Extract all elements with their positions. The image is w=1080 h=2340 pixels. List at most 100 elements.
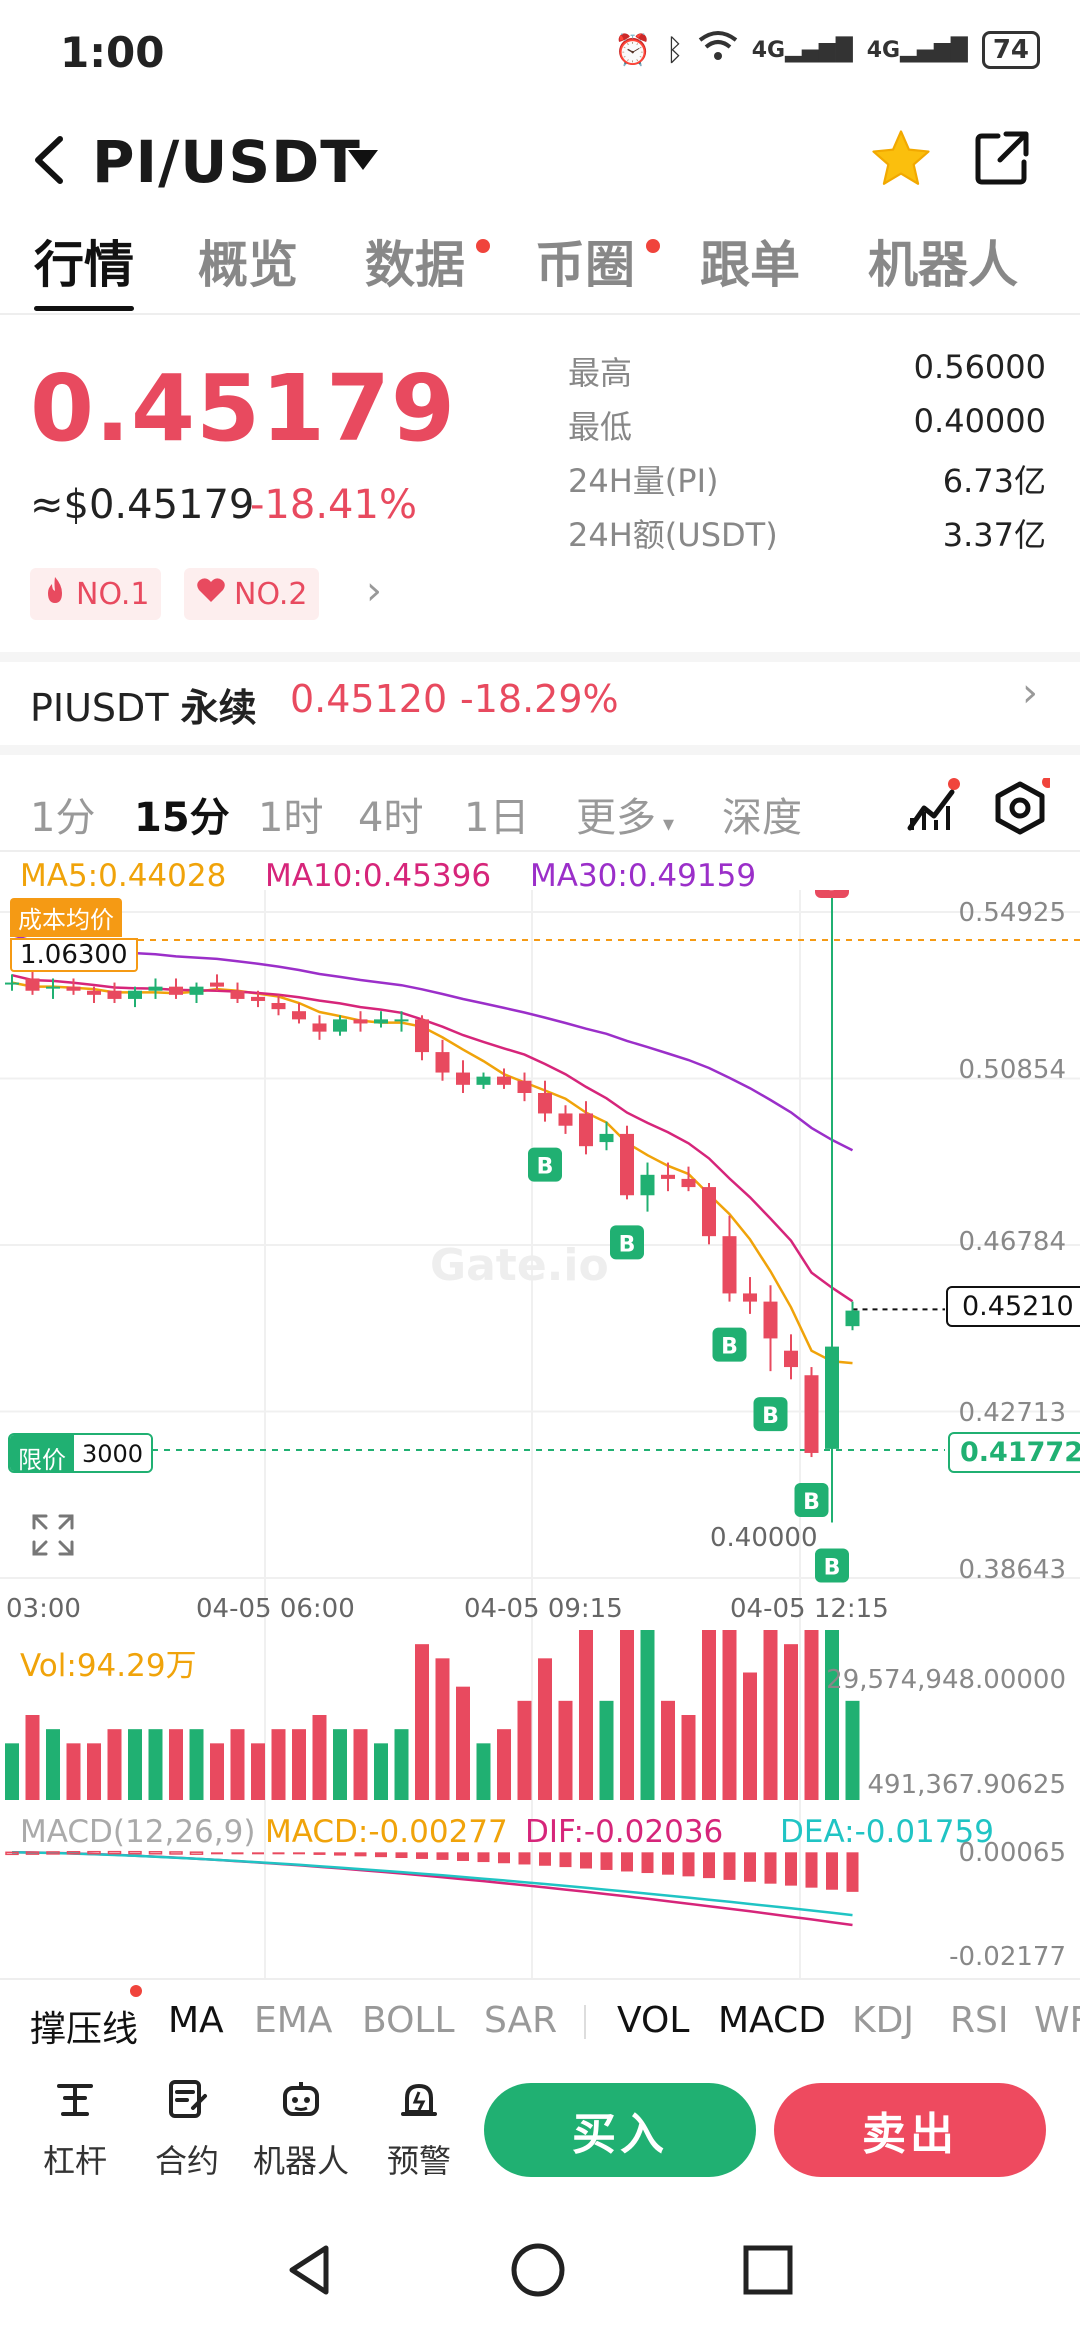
tab-market[interactable]: 行情 <box>34 236 134 294</box>
indicator-settings-icon[interactable] <box>904 778 960 838</box>
tool-contract[interactable]: 合约 <box>132 2078 242 2182</box>
indicator-macd[interactable]: MACD <box>718 2000 826 2041</box>
x-tick-label: 04-05 12:15 <box>730 1594 889 1624</box>
back-icon[interactable] <box>30 135 70 185</box>
ma-lines <box>11 933 854 1365</box>
indicator-sar[interactable]: SAR <box>484 2000 558 2041</box>
share-icon[interactable] <box>972 128 1032 192</box>
timeframe-15m[interactable]: 15分 <box>134 795 230 841</box>
timeframe-more[interactable]: 更多 ▾ <box>576 795 675 841</box>
nav-recents-icon[interactable] <box>738 2240 798 2304</box>
volume-bar <box>251 1743 265 1800</box>
kline-chart[interactable]: B B B B B B S <box>0 890 1080 1980</box>
trade-marker-label: B <box>824 1555 841 1580</box>
macd-histogram-bar <box>46 1851 60 1855</box>
robot-icon <box>246 2078 356 2130</box>
indicator-boll[interactable]: BOLL <box>362 2000 455 2041</box>
x-tick-label: 03:00 <box>6 1594 81 1624</box>
macd-histogram-bar <box>805 1852 818 1888</box>
candle-body <box>5 982 19 985</box>
cost-average-title: 成本均价 <box>10 898 122 937</box>
depth-tab[interactable]: 深度 <box>722 795 802 841</box>
indicator-ema[interactable]: EMA <box>254 2000 333 2041</box>
indicator-ma[interactable]: MA <box>168 2000 224 2041</box>
tool-robot[interactable]: 机器人 <box>246 2078 356 2182</box>
macd-histogram-bar <box>5 1851 19 1856</box>
divider <box>0 313 1080 315</box>
candle-body <box>415 1019 429 1053</box>
candle-body <box>46 986 60 989</box>
settings-hexagon-icon[interactable] <box>990 776 1054 842</box>
chevron-right-icon[interactable]: › <box>1022 670 1038 716</box>
timeframe-4h[interactable]: 4时 <box>358 795 424 841</box>
candle-body <box>722 1236 737 1294</box>
limit-order-tag[interactable]: 限价 3000 <box>8 1433 154 1473</box>
tool-alert[interactable]: 预警 <box>364 2078 474 2182</box>
x-tick-label: 04-05 09:15 <box>464 1594 623 1624</box>
macd-histogram-bar <box>25 1851 40 1855</box>
pair-title[interactable]: PI/USDT <box>92 128 361 196</box>
bluetooth-icon: ᛒ <box>665 32 684 68</box>
indicator-kdj[interactable]: KDJ <box>852 2000 914 2041</box>
volume-bar <box>825 1630 839 1800</box>
candle-body <box>681 1178 696 1188</box>
tab-overview[interactable]: 概览 <box>198 236 298 294</box>
chevron-right-icon[interactable]: › <box>366 568 382 614</box>
volume-bar <box>702 1630 716 1800</box>
usd-price: ≈$0.45179 <box>30 482 255 528</box>
timeframe-1m[interactable]: 1分 <box>30 795 96 841</box>
sell-button[interactable]: 卖出 <box>774 2083 1046 2177</box>
timeframe-1d[interactable]: 1日 <box>464 795 530 841</box>
stat-high-value: 0.56000 <box>913 348 1046 386</box>
volume-bar <box>292 1729 306 1800</box>
chevron-down-icon[interactable] <box>348 150 378 170</box>
tab-bots[interactable]: 机器人 <box>868 236 1018 294</box>
cost-average-value[interactable]: 1.06300 <box>10 938 138 972</box>
candle-body <box>312 1023 327 1032</box>
candle-body <box>66 986 81 991</box>
volume-bar <box>5 1743 19 1800</box>
indicator-wr[interactable]: WR <box>1034 2000 1080 2041</box>
rank-badge-2[interactable]: NO.2 <box>184 568 320 620</box>
rank-badge-1[interactable]: NO.1 <box>30 568 162 620</box>
tab-data[interactable]: 数据 <box>365 236 465 294</box>
fullscreen-icon[interactable] <box>30 1512 76 1562</box>
divider <box>0 1978 1080 1980</box>
chevron-down-icon: ▾ <box>656 812 675 837</box>
candle-body <box>87 990 101 995</box>
trade-marker-badge <box>712 1327 747 1362</box>
trade-marker-label: B <box>762 1404 779 1429</box>
macd-histogram-bar <box>580 1852 592 1869</box>
candle-body <box>784 1350 798 1368</box>
macd-legend-dif: DIF:-0.02036 <box>525 1814 724 1850</box>
timeframe-1h[interactable]: 1时 <box>258 795 324 841</box>
indicator-separator <box>584 2005 586 2039</box>
perpetual-symbol[interactable]: PIUSDT 永续 <box>30 686 257 730</box>
indicator-vol[interactable]: VOL <box>617 2000 690 2041</box>
candle-body <box>640 1174 655 1196</box>
volume-bar <box>497 1729 511 1800</box>
macd-histogram-bar <box>66 1851 81 1855</box>
tab-community[interactable]: 币圈 <box>535 236 635 294</box>
trade-marker-badge <box>815 1548 849 1583</box>
section-divider <box>0 745 1080 755</box>
volume-bar <box>517 1700 532 1800</box>
buy-button[interactable]: 买入 <box>484 2083 756 2177</box>
macd-histogram-bar <box>600 1852 613 1870</box>
nav-back-icon[interactable] <box>280 2240 340 2304</box>
macd-histogram-bar <box>128 1850 142 1855</box>
trade-markers: B B B B B B S <box>528 890 849 1583</box>
candle-body <box>251 996 265 1001</box>
indicator-rsi[interactable]: RSI <box>950 2000 1009 2041</box>
tool-leverage[interactable]: 杠杆 <box>20 2078 130 2182</box>
volume-bar <box>25 1715 40 1800</box>
candle-body <box>128 990 142 999</box>
favorite-star-icon[interactable] <box>868 126 934 196</box>
trade-marker-badge <box>794 1483 829 1518</box>
indicator-support-resistance[interactable]: 撑压线 <box>30 2009 139 2050</box>
macd-histogram-bar <box>539 1852 551 1866</box>
macd-histogram-bar <box>621 1852 633 1872</box>
trade-marker-label: B <box>721 1335 738 1360</box>
nav-home-icon[interactable] <box>508 2240 568 2304</box>
tab-copytrade[interactable]: 跟单 <box>700 236 800 294</box>
